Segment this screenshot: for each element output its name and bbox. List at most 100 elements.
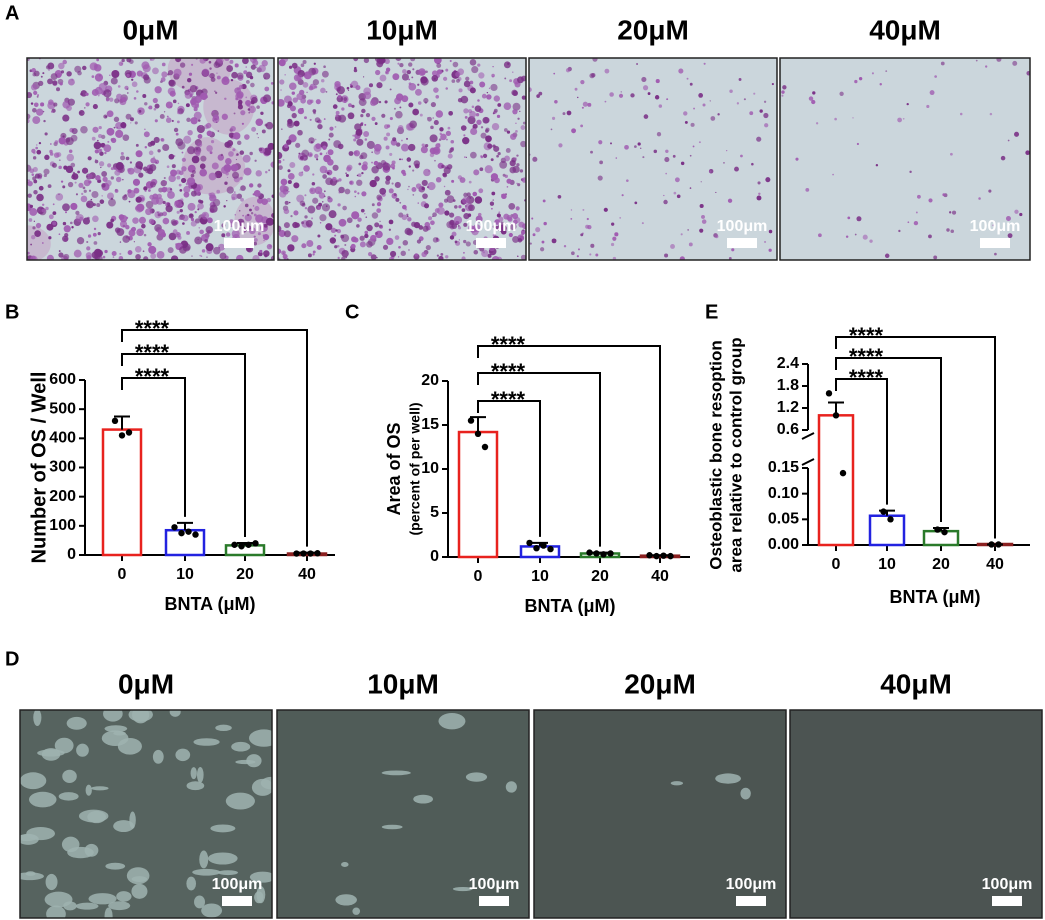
stain-dot bbox=[359, 241, 366, 248]
data-point bbox=[481, 443, 489, 451]
stain-dot bbox=[520, 140, 526, 148]
stain-dot bbox=[698, 93, 704, 98]
stain-dot bbox=[288, 201, 291, 204]
stain-dot bbox=[951, 210, 957, 215]
stain-dot bbox=[278, 248, 282, 254]
stain-dot bbox=[359, 235, 365, 241]
stain-dot bbox=[199, 200, 204, 204]
stain-dot bbox=[309, 153, 312, 157]
stain-dot bbox=[729, 89, 733, 93]
stain-dot bbox=[231, 71, 238, 79]
stain-dot bbox=[928, 234, 932, 239]
stain-dot bbox=[317, 206, 321, 210]
y-tick-label: 0.6 bbox=[777, 421, 799, 438]
stain-dot bbox=[75, 210, 80, 215]
stain-dot bbox=[364, 233, 369, 239]
stain-dot bbox=[48, 214, 54, 220]
data-point bbox=[600, 551, 607, 558]
stain-dot bbox=[201, 68, 210, 77]
stain-dot bbox=[53, 102, 58, 107]
pit bbox=[113, 731, 126, 736]
stain-dot bbox=[187, 146, 196, 155]
stain-dot bbox=[325, 223, 333, 231]
stain-dot bbox=[481, 249, 489, 258]
stain-dot bbox=[314, 186, 323, 195]
stain-dot bbox=[230, 125, 236, 132]
stain-dot bbox=[571, 251, 575, 256]
stain-dot bbox=[436, 254, 439, 257]
stain-dot bbox=[462, 196, 470, 205]
stain-dot bbox=[641, 222, 644, 225]
stain-dot bbox=[509, 223, 517, 231]
image-label: 10μM bbox=[366, 14, 438, 45]
stain-dot bbox=[45, 206, 49, 211]
stain-dot bbox=[208, 172, 217, 181]
stain-dot bbox=[519, 110, 521, 112]
stain-dot bbox=[38, 141, 42, 145]
stain-dot bbox=[832, 173, 834, 176]
stain-dot bbox=[318, 192, 325, 199]
pit bbox=[381, 824, 403, 830]
stain-dot bbox=[323, 190, 326, 193]
stain-dot bbox=[71, 176, 73, 179]
stain-dot bbox=[148, 105, 153, 110]
stain-dot bbox=[67, 181, 74, 188]
stain-dot bbox=[356, 224, 360, 228]
stain-dot bbox=[421, 179, 428, 187]
stain-dot bbox=[597, 175, 603, 181]
stain-dot bbox=[56, 87, 61, 92]
significance-label: **** bbox=[491, 332, 526, 357]
stain-dot bbox=[397, 62, 400, 65]
stain-dot bbox=[115, 162, 124, 171]
stain-dot bbox=[253, 235, 256, 238]
stain-dot bbox=[503, 128, 508, 132]
stain-dot bbox=[389, 88, 392, 91]
stain-dot bbox=[216, 72, 218, 74]
stain-dot bbox=[486, 91, 489, 94]
stain-dot bbox=[379, 187, 387, 195]
stain-dot bbox=[324, 156, 326, 158]
stain-dot bbox=[994, 252, 997, 256]
stain-dot bbox=[474, 196, 483, 204]
stain-dot bbox=[604, 68, 610, 74]
stain-dot bbox=[484, 165, 493, 174]
pit bbox=[20, 772, 47, 790]
image-label: 40μM bbox=[869, 14, 941, 45]
stain-dot bbox=[492, 75, 494, 78]
stain-dot bbox=[208, 60, 212, 64]
stain-dot bbox=[93, 241, 98, 245]
stain-dot bbox=[81, 167, 89, 174]
stain-dot bbox=[309, 83, 316, 90]
stain-dot bbox=[477, 99, 480, 102]
scale-bar-label: 100μm bbox=[469, 876, 520, 893]
stain-dot bbox=[356, 174, 359, 177]
x-tick-label: 0 bbox=[474, 568, 483, 585]
scale-bar-label: 100μm bbox=[970, 218, 1021, 235]
stain-dot bbox=[323, 155, 329, 161]
stain-dot bbox=[350, 85, 353, 88]
stain-dot bbox=[386, 237, 394, 246]
stain-dot bbox=[175, 138, 184, 147]
stain-dot bbox=[401, 158, 403, 161]
stain-dot bbox=[93, 227, 96, 230]
stain-dot bbox=[326, 171, 330, 175]
stain-dot bbox=[450, 139, 455, 144]
stain-dot bbox=[612, 236, 617, 241]
stain-dot bbox=[279, 184, 288, 193]
scale-bar bbox=[479, 896, 509, 906]
stain-dot bbox=[312, 79, 320, 86]
stain-dot bbox=[323, 118, 326, 120]
stain-dot bbox=[673, 191, 677, 195]
stain-dot bbox=[171, 164, 176, 169]
data-point bbox=[832, 412, 840, 419]
stain-dot bbox=[529, 242, 532, 245]
stain-dot bbox=[456, 78, 460, 83]
stain-dot bbox=[196, 124, 205, 134]
stain-dot bbox=[487, 253, 492, 258]
stain-dot bbox=[197, 208, 200, 211]
stain-dot bbox=[845, 235, 849, 238]
stain-dot bbox=[261, 129, 266, 134]
stain-dot bbox=[949, 211, 952, 214]
panel-letter: A bbox=[5, 2, 19, 24]
stain-dot bbox=[321, 78, 325, 83]
